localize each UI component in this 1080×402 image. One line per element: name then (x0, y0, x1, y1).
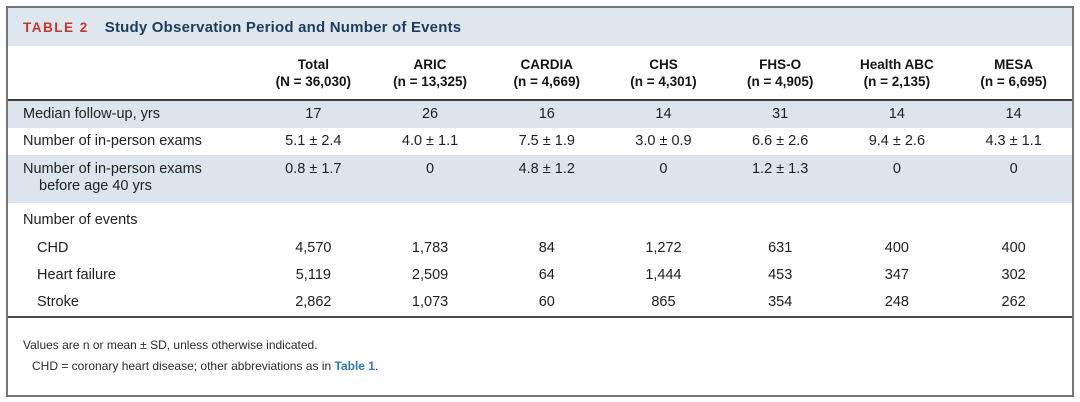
table-title-band: TABLE 2 Study Observation Period and Num… (8, 8, 1072, 46)
table-cell: 17 (255, 100, 372, 128)
table-1-link[interactable]: Table 1 (334, 359, 375, 373)
table-cell: 0 (605, 155, 722, 203)
table-cell: 0.8 ± 1.7 (255, 155, 372, 203)
table-cell: 14 (955, 100, 1072, 128)
column-header-cardia: CARDIA (n = 4,669) (488, 46, 606, 100)
row-label: Median follow-up, yrs (8, 100, 255, 128)
column-header-aric: ARIC (n = 13,325) (371, 46, 489, 100)
row-label: Number of in-person exams (23, 133, 202, 149)
column-header-mesa: MESA (n = 6,695) (955, 46, 1072, 100)
table-cell: 865 (651, 294, 676, 310)
table-title: Study Observation Period and Number of E… (104, 18, 462, 36)
table-cell: 1.2 ± 1.3 (721, 155, 839, 203)
table-cell: 4.8 ± 1.2 (488, 155, 606, 203)
table-cell (488, 203, 605, 235)
footnote-abbrev-text: CHD = coronary heart disease; other abbr… (32, 359, 335, 373)
column-header-healthabc: Health ABC (n = 2,135) (838, 46, 956, 100)
table-cell: 1,444 (645, 267, 682, 283)
table-cell: 1,073 (411, 294, 449, 310)
table-cell: 7.5 ± 1.9 (518, 133, 575, 149)
table-cell: 1,272 (645, 240, 682, 256)
study-observation-table: Total (N = 36,030) ARIC (n = 13,325) CAR… (8, 46, 1072, 316)
column-header-fhso: FHS-O (n = 4,905) (721, 46, 839, 100)
table-cell: 3.0 ± 0.9 (635, 133, 692, 149)
table-cell: 400 (1001, 240, 1026, 256)
table-cell: 347 (884, 267, 909, 283)
table-cell: 14 (838, 100, 956, 128)
row-chd: CHD 4,570 1,783 84 1,272 631 400 400 (8, 235, 1072, 262)
row-label: Stroke (37, 294, 79, 310)
table-cell (605, 203, 722, 235)
table-cell: 5,119 (295, 267, 331, 283)
table-2-card: TABLE 2 Study Observation Period and Num… (6, 6, 1074, 397)
table-cell: 0 (838, 155, 956, 203)
table-cell: 84 (538, 240, 555, 256)
table-cell: 262 (1001, 294, 1026, 310)
table-cell (955, 203, 1072, 235)
table-cell: 0 (955, 155, 1072, 203)
row-label: CHD (37, 240, 69, 256)
table-cell: 631 (768, 240, 793, 256)
table-cell: 4.0 ± 1.1 (401, 133, 459, 149)
row-heart-failure: Heart failure 5,119 2,509 64 1,444 453 3… (8, 262, 1072, 289)
table-cell: 5.1 ± 2.4 (285, 133, 342, 149)
header-row: Total (N = 36,030) ARIC (n = 13,325) CAR… (8, 46, 1072, 100)
row-label: Number of in-person exams before age 40 … (8, 155, 255, 203)
table-cell: 26 (371, 100, 489, 128)
table-cell: 9.4 ± 2.6 (868, 133, 926, 149)
table-cell: 60 (538, 294, 555, 310)
table-cell (372, 203, 489, 235)
table-cell: 400 (884, 240, 909, 256)
table-cell: 4.3 ± 1.1 (985, 133, 1042, 149)
row-in-person-exams: Number of in-person exams 5.1 ± 2.4 4.0 … (8, 128, 1072, 155)
row-label: Heart failure (37, 267, 116, 283)
footnote-divider (8, 316, 1072, 318)
table-cell: 453 (768, 267, 793, 283)
table-cell: 0 (371, 155, 489, 203)
footnote-area: Values are n or mean ± SD, unless otherw… (8, 318, 1072, 377)
row-exams-before-40: Number of in-person exams before age 40 … (8, 155, 1072, 203)
table-cell: 16 (488, 100, 606, 128)
table-cell: 1,783 (411, 240, 449, 256)
table-cell (839, 203, 956, 235)
table-cell: 31 (721, 100, 839, 128)
table-cell: 248 (884, 294, 909, 310)
footnote-line-2: CHD = coronary heart disease; other abbr… (23, 356, 1072, 377)
table-cell: 4,570 (295, 240, 332, 256)
table-cell: 354 (768, 294, 793, 310)
row-number-of-events: Number of events (8, 203, 1072, 235)
column-header-total: Total (N = 36,030) (255, 46, 372, 100)
table-cell: 2,862 (295, 294, 332, 310)
row-label: Number of events (23, 212, 138, 228)
table-cell: 14 (605, 100, 722, 128)
row-stroke: Stroke 2,862 1,073 60 865 354 248 262 (8, 289, 1072, 316)
table-cell: 64 (538, 267, 555, 283)
header-spacer (8, 46, 255, 100)
table-cell (722, 203, 839, 235)
table-cell (255, 203, 372, 235)
table-number-label: TABLE 2 (23, 19, 89, 35)
column-header-chs: CHS (n = 4,301) (605, 46, 722, 100)
table-cell: 302 (1001, 267, 1026, 283)
table-cell: 6.6 ± 2.6 (751, 133, 809, 149)
row-median-follow-up: Median follow-up, yrs 17 26 16 14 31 14 … (8, 100, 1072, 128)
footnote-line-1: Values are n or mean ± SD, unless otherw… (23, 338, 318, 352)
table-cell: 2,509 (411, 267, 449, 283)
footnote-period: . (374, 359, 379, 373)
